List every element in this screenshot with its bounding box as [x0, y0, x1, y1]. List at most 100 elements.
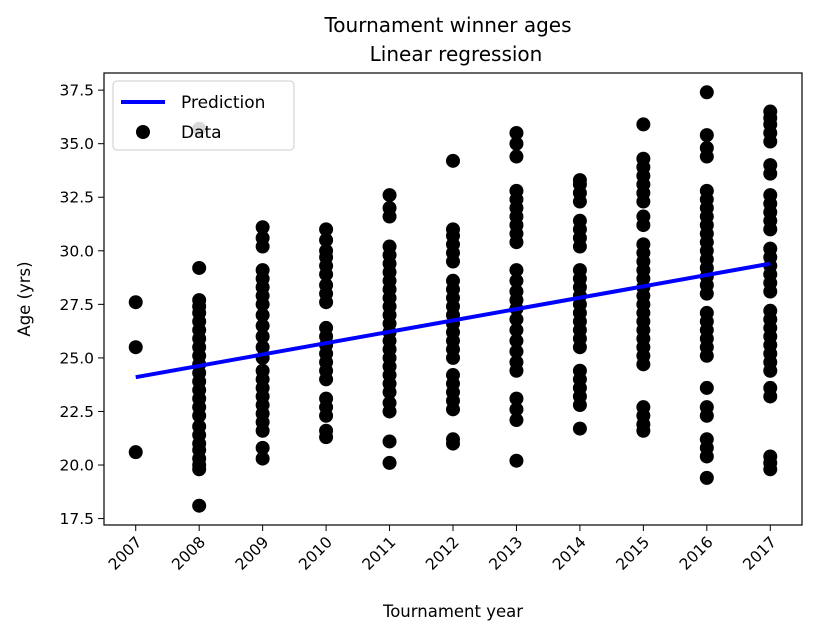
data-point	[319, 320, 334, 335]
data-point	[509, 136, 524, 151]
y-tick-label: 32.5	[59, 189, 94, 207]
data-point	[699, 432, 714, 447]
data-point	[763, 158, 778, 173]
data-point	[382, 395, 397, 410]
data-point	[255, 363, 270, 378]
data-point	[319, 222, 334, 237]
data-point	[509, 453, 524, 468]
data-point	[319, 233, 334, 248]
data-point	[319, 278, 334, 293]
data-point	[319, 423, 334, 438]
x-axis-label: Tournament year	[382, 602, 523, 621]
data-point	[699, 85, 714, 100]
y-tick-label: 27.5	[59, 296, 94, 314]
data-point	[636, 117, 651, 132]
data-point	[572, 421, 587, 436]
data-point	[509, 355, 524, 370]
data-point	[255, 329, 270, 344]
data-point	[382, 239, 397, 254]
data-point	[509, 413, 524, 428]
data-point	[192, 498, 207, 513]
data-point	[255, 263, 270, 278]
regression-line	[135, 261, 771, 380]
data-point	[382, 200, 397, 215]
data-point	[509, 333, 524, 348]
chart-subtitle: Linear regression	[370, 42, 543, 66]
legend: Prediction Data	[112, 80, 295, 151]
data-point	[255, 308, 270, 323]
data-point	[446, 368, 460, 383]
data-point	[319, 391, 334, 406]
data-point	[446, 222, 460, 237]
data-point	[255, 220, 270, 235]
data-point	[763, 241, 778, 256]
data-point	[255, 440, 270, 455]
data-point	[699, 400, 714, 415]
x-tick-label: 2017	[739, 533, 780, 574]
plot-area	[128, 85, 778, 513]
data-point	[763, 104, 778, 119]
data-point	[255, 230, 270, 245]
data-point	[572, 263, 587, 278]
data-point	[636, 237, 651, 252]
data-point	[382, 434, 397, 449]
data-point	[763, 380, 778, 395]
x-tick-label: 2012	[422, 533, 463, 574]
data-point	[699, 380, 714, 395]
y-axis-label: Age (yrs)	[15, 261, 34, 336]
data-point	[509, 273, 524, 288]
data-point	[255, 318, 270, 333]
data-point	[509, 312, 524, 327]
x-tick-label: 2011	[359, 533, 400, 574]
data-point	[636, 151, 651, 166]
data-point	[128, 340, 143, 355]
data-point	[509, 183, 524, 198]
data-point	[763, 303, 778, 318]
x-tick-label: 2013	[486, 533, 527, 574]
y-tick-label: 17.5	[59, 510, 94, 528]
data-point	[192, 419, 207, 434]
data-point	[509, 402, 524, 417]
data-point	[128, 295, 143, 310]
data-point	[509, 125, 524, 140]
y-tick-label: 20.0	[59, 457, 94, 475]
data-point	[446, 432, 460, 447]
x-tick-label: 2015	[613, 533, 654, 574]
x-axis: 2007 2008 2009 2010 2011 2012 2013 2014 2015 2016…	[105, 525, 780, 574]
data-point	[572, 363, 587, 378]
x-tick-label: 2014	[549, 533, 590, 574]
y-tick-label: 30.0	[59, 242, 94, 260]
data-point	[509, 323, 524, 338]
x-tick-label: 2008	[168, 533, 209, 574]
data-point	[509, 391, 524, 406]
data-point	[699, 183, 714, 198]
data-point	[636, 400, 651, 415]
data-point	[699, 470, 714, 485]
data-point	[382, 188, 397, 203]
data-point	[699, 128, 714, 143]
data-point	[699, 305, 714, 320]
data-point	[763, 449, 778, 464]
legend-prediction-label: Prediction	[181, 93, 265, 113]
legend-box	[112, 80, 295, 151]
data-point	[763, 188, 778, 203]
data-point	[128, 445, 143, 460]
legend-data-label: Data	[181, 123, 222, 143]
legend-data-swatch	[136, 125, 150, 139]
data-point	[446, 153, 460, 168]
data-point	[255, 340, 270, 355]
x-tick-label: 2010	[295, 533, 336, 574]
y-tick-label: 25.0	[59, 349, 94, 367]
data-point	[509, 284, 524, 299]
data-point	[192, 260, 207, 275]
y-tick-label: 22.5	[59, 403, 94, 421]
chart-title: Tournament winner ages	[323, 13, 571, 37]
y-tick-label: 35.0	[59, 135, 94, 153]
data-point	[572, 173, 587, 188]
x-tick-label: 2009	[232, 533, 273, 574]
data-point	[255, 451, 270, 466]
x-tick-label: 2007	[105, 533, 146, 574]
data-point	[446, 273, 460, 288]
data-point	[509, 344, 524, 359]
